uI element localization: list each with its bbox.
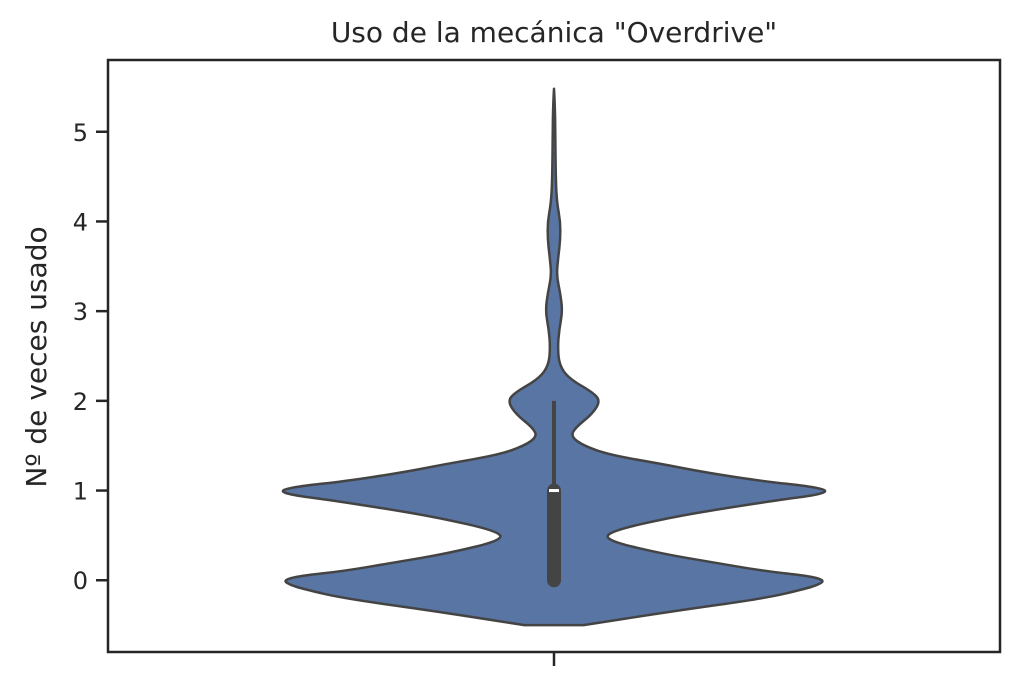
y-tick-label: 4 — [73, 208, 88, 236]
violin-body — [281, 87, 827, 627]
violin-layer — [281, 87, 827, 627]
y-ticks: 0 1 2 3 4 5 — [73, 119, 108, 595]
y-tick-label: 1 — [73, 478, 88, 506]
y-tick-label: 2 — [73, 388, 88, 416]
y-tick-label: 5 — [73, 119, 88, 147]
y-axis-label: Nº de veces usado — [20, 226, 53, 487]
inner-box-layer — [547, 400, 561, 588]
y-tick-label: 0 — [73, 567, 88, 595]
chart-title: Uso de la mecánica "Overdrive" — [331, 16, 777, 49]
y-tick-label: 3 — [73, 298, 88, 326]
